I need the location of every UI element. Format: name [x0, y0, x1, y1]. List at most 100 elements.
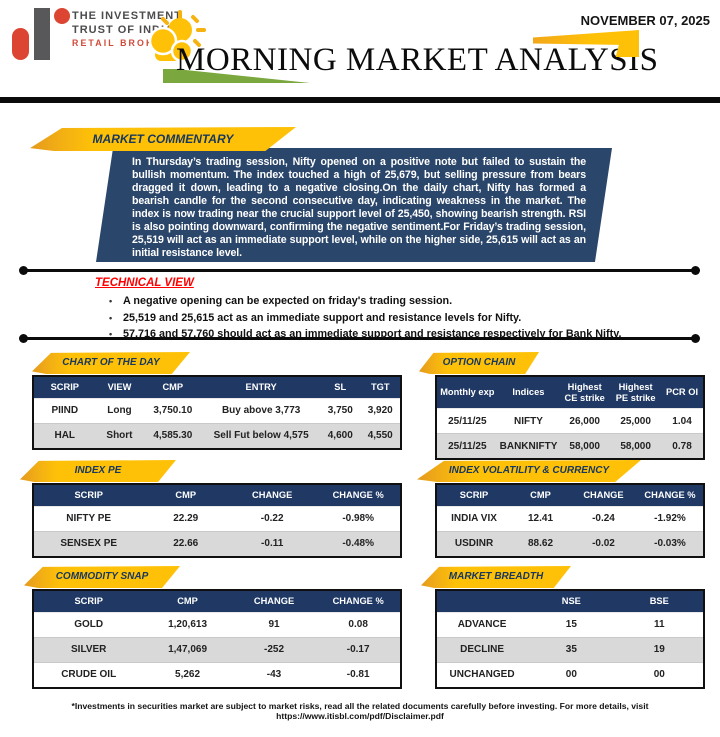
technical-view-bullet: 25,519 and 25,615 act as an immediate su… [109, 310, 621, 327]
column-header: SL [320, 376, 361, 399]
header-divider-bar [0, 97, 720, 103]
index-volatility-currency-banner: INDEX VOLATILITY & CURRENCY [417, 460, 641, 482]
table-cell: 1,20,613 [143, 611, 232, 638]
table-cell: -43 [231, 661, 317, 688]
column-header: Indices [497, 376, 560, 409]
market-breadth-table: NSE BSE ADVANCE 15 11 DECLINE 35 19 UNCHANGED 00… [435, 589, 705, 689]
column-header: CHANGE % [316, 484, 401, 507]
column-header: SCRIP [33, 376, 96, 399]
table-cell: 25/11/25 [436, 433, 498, 460]
divider-rule-bottom [19, 334, 700, 343]
report-date: NOVEMBER 07, 2025 [580, 13, 710, 28]
table-row: DECLINE 35 19 [436, 636, 704, 663]
table-row: PIIND Long 3,750.10 Buy above 3,773 3,750 3,9… [33, 397, 401, 424]
index-volatility-currency-table: SCRIP CMP CHANGE CHANGE % INDIA VIX 12.41 -0.… [435, 483, 705, 558]
column-header: SCRIP [33, 484, 144, 507]
table-cell: 1,47,069 [143, 636, 232, 663]
chart-of-the-day-table: SCRIP VIEW CMP ENTRY SL TGT PIIND Long 3,750.10… [32, 375, 402, 450]
table-cell: BANKNIFTY [497, 433, 560, 460]
page-title: MORNING MARKET ANALYSIS [176, 42, 659, 78]
table-cell: -0.17 [316, 636, 401, 663]
table-header-row: SCRIP VIEW CMP ENTRY SL TGT [33, 376, 401, 399]
table-cell: NIFTY [497, 408, 560, 434]
column-header: Highest CE strike [559, 376, 611, 409]
table-cell: 12.41 [511, 505, 570, 532]
table-cell: 91 [231, 611, 317, 638]
table-cell: NIFTY PE [33, 505, 144, 532]
table-row: HAL Short 4,585.30 Sell Fut below 4,575 4,60… [33, 422, 401, 449]
logo-line-2: TRUST OF INDIA [72, 23, 174, 36]
table-cell: -0.03% [636, 530, 704, 557]
table-cell: USDINR [436, 530, 512, 557]
column-header: CHANGE % [636, 484, 704, 507]
table-cell: 3,920 [360, 397, 401, 424]
table-cell: 00 [527, 661, 616, 688]
table-cell: 4,600 [320, 422, 361, 449]
market-commentary-text: In Thursday’s trading session, Nifty ope… [132, 156, 586, 259]
column-header: PCR OI [661, 376, 704, 409]
column-header: VIEW [95, 376, 144, 399]
market-commentary-banner: MARKET COMMENTARY [30, 127, 296, 151]
table-header-row: SCRIP CMP CHANGE CHANGE % [33, 484, 401, 507]
table-row: USDINR 88.62 -0.02 -0.03% [436, 530, 704, 557]
table-cell: SENSEX PE [33, 530, 144, 557]
column-header: Monthly exp [436, 376, 498, 409]
table-row: UNCHANGED 00 00 [436, 661, 704, 688]
table-row: SENSEX PE 22.66 -0.11 -0.48% [33, 530, 401, 557]
table-cell: 00 [615, 661, 704, 688]
table-cell: UNCHANGED [436, 661, 528, 688]
table-row: CRUDE OIL 5,262 -43 -0.81 [33, 661, 401, 688]
table-cell: DECLINE [436, 636, 528, 663]
chart-of-the-day-banner: CHART OF THE DAY [32, 352, 190, 374]
footer-disclaimer: *Investments in securities market are su… [71, 701, 649, 721]
table-cell: Short [95, 422, 144, 449]
column-header: ENTRY [202, 376, 321, 399]
index-pe-banner: INDEX PE [20, 460, 176, 482]
table-cell: Sell Fut below 4,575 [202, 422, 321, 449]
table-cell: HAL [33, 422, 96, 449]
table-cell: -0.11 [228, 530, 317, 557]
table-cell: -0.24 [569, 505, 637, 532]
table-cell: 5,262 [143, 661, 232, 688]
table-header-row: SCRIP CMP CHANGE CHANGE % [436, 484, 704, 507]
table-cell: SILVER [33, 636, 144, 663]
column-header: CMP [143, 590, 232, 613]
column-header: CMP [511, 484, 570, 507]
column-header: CHANGE [231, 590, 317, 613]
index-volatility-currency-section: INDEX VOLATILITY & CURRENCY SCRIP CMP CHAN… [417, 460, 705, 558]
table-cell: 35 [527, 636, 616, 663]
table-cell: CRUDE OIL [33, 661, 144, 688]
logo-line-1: THE INVESTMENT [72, 10, 182, 22]
column-header: NSE [527, 590, 616, 613]
column-header: BSE [615, 590, 704, 613]
table-cell: -1.92% [636, 505, 704, 532]
table-cell: Buy above 3,773 [202, 397, 321, 424]
table-cell: 26,000 [559, 408, 611, 434]
table-cell: -252 [231, 636, 317, 663]
table-header-row: SCRIP CMP CHANGE CHANGE % [33, 590, 401, 613]
table-cell: 88.62 [511, 530, 570, 557]
table-cell: INDIA VIX [436, 505, 512, 532]
commodity-snap-table: SCRIP CMP CHANGE CHANGE % GOLD 1,20,613 91 0.0… [32, 589, 402, 689]
table-row: SILVER 1,47,069 -252 -0.17 [33, 636, 401, 663]
table-cell: 22.29 [143, 505, 229, 532]
index-pe-section: INDEX PE SCRIP CMP CHANGE CHANGE % NIFTY PE… [20, 460, 402, 558]
column-header: CMP [143, 484, 229, 507]
sun-clouds-icon [148, 10, 206, 63]
table-cell: 11 [615, 611, 704, 638]
table-row: NIFTY PE 22.29 -0.22 -0.98% [33, 505, 401, 532]
table-cell: 3,750 [320, 397, 361, 424]
table-cell: 4,585.30 [143, 422, 203, 449]
table-cell: 1.04 [661, 408, 704, 434]
column-header: CHANGE % [316, 590, 401, 613]
option-chain-section: OPTION CHAIN Monthly exp Indices Highest C… [419, 352, 705, 461]
column-header: SCRIP [33, 590, 144, 613]
option-chain-banner: OPTION CHAIN [419, 352, 539, 374]
technical-view-section: TECHNICAL VIEW A negative opening can be… [95, 277, 621, 343]
technical-view-bullet: A negative opening can be expected on fr… [109, 293, 621, 310]
table-cell: 22.66 [143, 530, 229, 557]
table-cell: -0.02 [569, 530, 637, 557]
table-cell: 58,000 [610, 433, 662, 460]
commodity-snap-section: COMMODITY SNAP SCRIP CMP CHANGE CHANGE % GO… [24, 566, 402, 689]
